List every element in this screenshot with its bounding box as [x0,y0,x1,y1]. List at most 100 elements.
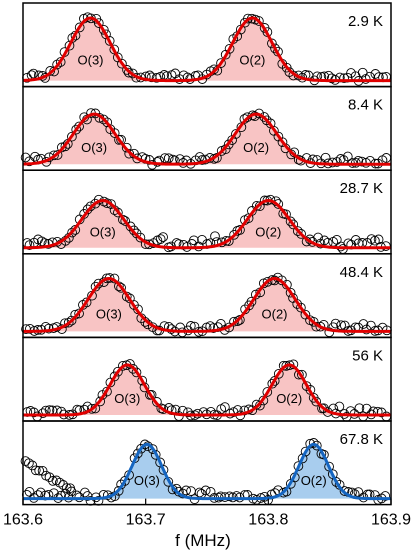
peak-label: O(2) [243,140,269,155]
fit-fill [23,114,391,165]
data-point [331,477,342,487]
data-point [24,240,35,250]
data-point [81,297,92,308]
data-point [117,58,127,69]
data-point [267,378,278,389]
data-point [221,235,232,246]
data-point [324,461,334,472]
data-point [67,227,77,238]
data-point [254,16,264,26]
data-point [250,289,261,300]
data-point [296,302,306,313]
panel-frame [22,420,392,506]
data-point [350,235,361,245]
data-point [339,486,350,496]
data-point [27,460,38,471]
data-point [231,129,241,139]
data-point [259,112,270,122]
x-tick-label: 163.6 [3,512,43,529]
peak-label: O(2) [301,473,327,488]
data-point [55,57,66,67]
data-point [235,225,245,235]
data-point [60,141,71,152]
data-point [254,201,265,212]
panel-6: O(3) O(2) 67.8 K [20,420,392,506]
data-point [297,453,308,464]
peak-label: O(3) [90,225,116,240]
data-point [258,395,269,406]
data-point [80,487,90,498]
data-point [132,448,143,459]
peak-label: O(2) [276,391,302,406]
data-point [339,73,349,84]
data-point [251,200,262,211]
temperature-label: 28.7 K [340,180,383,197]
data-point [93,278,104,289]
data-point [131,367,142,378]
data-point [129,225,139,236]
temperature-label: 56 K [352,347,383,364]
data-point [123,67,134,78]
data-point [189,235,199,246]
fit-curve [23,277,391,333]
fit-curve [23,442,391,501]
fit-fill [23,278,391,332]
data-point [124,148,135,159]
fit-fill [23,444,391,499]
fit-fill [23,18,391,81]
data-point [320,152,331,163]
data-point [292,226,303,236]
data-point [210,231,220,242]
data-point [20,456,31,466]
data-point [20,152,31,163]
data-point [158,465,169,475]
panel-3: O(3) O(2) 28.7 K [22,169,392,255]
peak-label: O(3) [96,307,122,322]
data-point [58,480,69,490]
data-point [205,486,216,497]
fit-fill [23,364,391,415]
peak-label: O(2) [255,225,281,240]
fit-curve [23,199,391,250]
data-point [147,444,158,454]
data-point [313,232,323,243]
data-point [52,59,62,70]
data-point [357,156,367,167]
panel-2: O(3) O(2) 8.4 K [20,85,392,171]
panel-5: O(3) O(2) 56 K [22,336,392,422]
data-point [118,214,128,225]
peak-label: O(2) [239,53,265,68]
data-point [66,315,77,326]
data-point [144,155,155,165]
peak-label: O(2) [262,307,288,322]
data-point [194,487,205,498]
data-point [85,201,96,212]
data-point [71,124,82,135]
data-point [183,407,193,418]
data-point [109,128,120,138]
data-point [109,44,120,55]
data-point [116,282,126,293]
data-point [113,366,123,377]
data-point [262,276,273,287]
data-point [235,315,245,325]
data-point [121,291,132,302]
data-point [34,465,45,476]
data-point [216,58,226,68]
data-point [301,381,312,391]
data-point [181,485,191,496]
data-point [98,114,109,125]
data-point [102,117,113,128]
data-point [121,142,132,153]
data-point [37,465,48,476]
temperature-label: 8.4 K [348,97,383,114]
data-point [330,318,341,329]
data-point [25,323,35,334]
data-point [24,458,34,469]
panels-group: O(3) O(2) 2.9 K O(3) O(2) 8.4 K O(3) O(2) 28.7 K… [20,2,392,506]
x-tick-label: 163.8 [248,512,288,529]
data-point [160,153,170,163]
data-point [74,308,84,319]
data-point [200,485,211,496]
